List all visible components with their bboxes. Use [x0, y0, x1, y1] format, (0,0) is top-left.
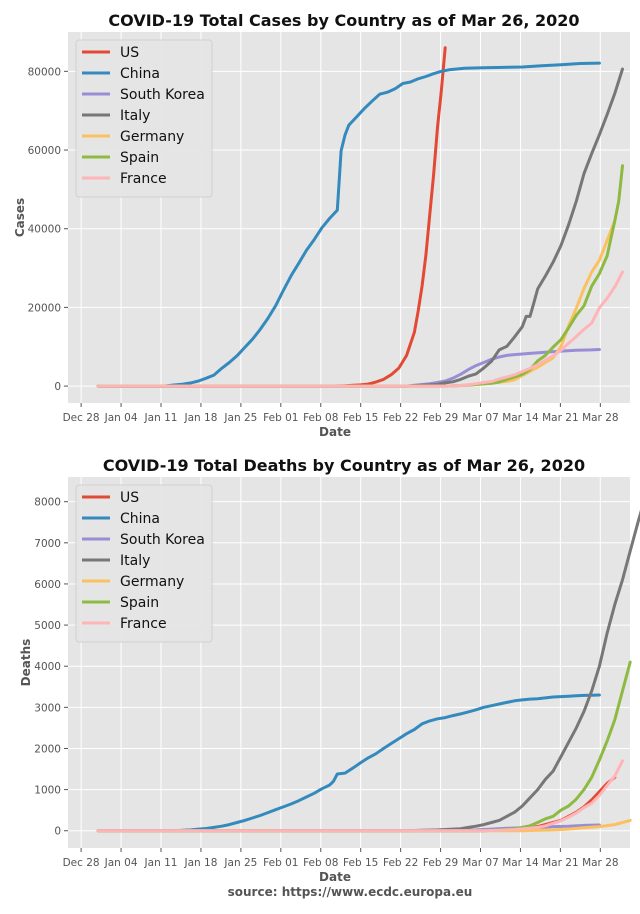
y-tick-label: 3000	[34, 702, 61, 714]
x-tick-label: Jan 18	[183, 857, 217, 869]
x-tick-label: Jan 25	[223, 412, 257, 424]
x-tick-label: Feb 01	[263, 412, 298, 424]
legend-label: South Korea	[120, 532, 205, 548]
y-tick-label: 2000	[34, 743, 61, 755]
x-tick-label: Jan 11	[144, 412, 178, 424]
y-tick-label: 0	[54, 381, 61, 393]
series-line-italy	[96, 67, 624, 388]
series-line-france	[96, 270, 624, 388]
y-tick-label: 8000	[34, 497, 61, 509]
x-tick-label: Feb 15	[343, 857, 378, 869]
y-axis-label: Deaths	[19, 639, 33, 687]
series-line-france	[96, 759, 624, 833]
y-tick-label: 7000	[34, 538, 61, 550]
legend-label: Italy	[120, 108, 150, 124]
chart-title: COVID-19 Total Deaths by Country as of M…	[103, 456, 585, 475]
legend-label: France	[120, 171, 167, 187]
legend-label: South Korea	[120, 87, 205, 103]
x-tick-label: Feb 08	[303, 412, 338, 424]
legend-label: Spain	[120, 595, 159, 611]
y-tick-label: 60000	[28, 145, 61, 157]
legend-label: Spain	[120, 150, 159, 166]
x-tick-label: Jan 04	[104, 412, 138, 424]
x-tick-label: Feb 22	[383, 412, 418, 424]
x-tick-label: Mar 21	[542, 857, 579, 869]
y-tick-label: 1000	[34, 785, 61, 797]
series-line-germany	[96, 818, 632, 833]
deaths-chart: COVID-19 Total Deaths by Country as of M…	[19, 456, 640, 884]
legend-label: Germany	[120, 129, 184, 145]
legend-label: US	[120, 490, 139, 506]
legend: US China South Korea Italy Germany Spain Franc…	[75, 39, 213, 198]
x-tick-label: Jan 04	[104, 857, 138, 869]
y-tick-label: 6000	[34, 579, 61, 591]
x-tick-label: Mar 28	[582, 412, 619, 424]
x-axis-label: Date	[319, 425, 351, 439]
cases-chart: COVID-19 Total Cases by Country as of Ma…	[13, 11, 630, 439]
y-axis-label: Cases	[13, 198, 27, 237]
x-tick-label: Feb 22	[383, 857, 418, 869]
x-tick-label: Mar 28	[582, 857, 619, 869]
series-line-spain	[96, 164, 624, 388]
x-tick-label: Jan 18	[183, 412, 217, 424]
x-tick-label: Mar 14	[502, 412, 539, 424]
legend-label: France	[120, 616, 167, 632]
y-tick-label: 20000	[28, 302, 61, 314]
y-tick-label: 4000	[34, 661, 61, 673]
y-tick-label: 40000	[28, 224, 61, 236]
x-tick-label: Dec 28	[63, 412, 100, 424]
x-tick-label: Mar 14	[502, 857, 539, 869]
legend-label: US	[120, 45, 139, 61]
legend-label: China	[120, 66, 160, 82]
x-tick-label: Jan 11	[144, 857, 178, 869]
x-tick-label: Jan 25	[223, 857, 257, 869]
legend-label: Italy	[120, 553, 150, 569]
x-tick-label: Mar 07	[462, 412, 499, 424]
x-tick-label: Feb 08	[303, 857, 338, 869]
x-tick-label: Mar 21	[542, 412, 579, 424]
x-tick-label: Mar 07	[462, 857, 499, 869]
x-axis-label: Date	[319, 870, 351, 884]
x-tick-label: Dec 28	[63, 857, 100, 869]
x-tick-label: Feb 29	[423, 857, 458, 869]
series-line-china	[96, 61, 601, 388]
x-tick-label: Feb 29	[423, 412, 458, 424]
legend: US China South Korea Italy Germany Spain Franc…	[75, 484, 213, 643]
x-tick-label: Feb 01	[263, 857, 298, 869]
legend-label: China	[120, 511, 160, 527]
x-tick-label: Feb 15	[343, 412, 378, 424]
y-tick-label: 0	[54, 826, 61, 838]
series-line-china	[96, 693, 601, 833]
y-tick-label: 5000	[34, 620, 61, 632]
chart-title: COVID-19 Total Cases by Country as of Ma…	[108, 11, 579, 30]
y-tick-label: 80000	[28, 66, 61, 78]
legend-label: Germany	[120, 574, 184, 590]
source-note: source: https://www.ecdc.europa.eu	[228, 885, 473, 899]
